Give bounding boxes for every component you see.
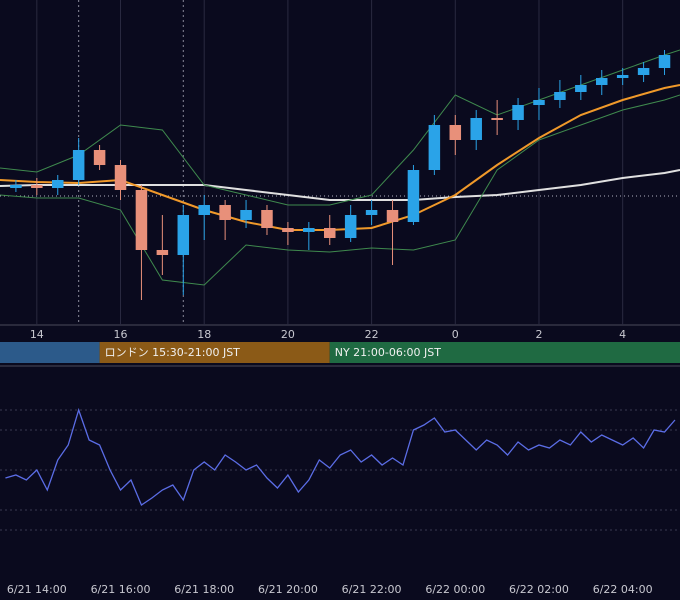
x-tick-label: 6/22 02:00 [509,583,569,596]
session-band [0,342,100,363]
x-tick-label: 6/21 18:00 [174,583,234,596]
indicator-line [0,94,680,286]
candle-body [135,190,148,250]
candle-body [407,170,420,222]
candle-body [616,75,629,78]
x-tick-label: 20 [281,328,295,341]
x-tick-label: 14 [30,328,44,341]
x-tick-label: 0 [452,328,459,341]
session-band [329,342,680,363]
x-tick-label: 4 [619,328,626,341]
candle-body [365,210,378,215]
candle-body [512,105,524,120]
candle-body [595,78,608,85]
indicator-line [0,49,680,206]
candle-body [386,210,399,222]
x-tick-label: 6/21 22:00 [342,583,402,596]
candle-body [637,68,650,75]
candle-body [114,165,127,190]
candle-body [658,55,671,68]
candle-body [31,185,43,188]
candle-body [93,150,106,165]
candle-body [240,210,252,220]
session-band [99,342,330,363]
candle-body [470,118,482,140]
x-tick-label: 22 [365,328,379,341]
candle-body [219,205,231,220]
candle-body [533,100,545,105]
x-tick-label: 2 [535,328,542,341]
candle-body [303,228,315,232]
candle-body [10,185,22,188]
candle-body [177,215,190,255]
candle-body [323,228,336,238]
candle-body [575,85,587,92]
candle-body [198,205,210,215]
session-label: ロンドン 15:30-21:00 JST [105,346,241,359]
x-tick-label: 6/21 14:00 [7,583,67,596]
x-tick-label: 6/22 04:00 [593,583,653,596]
oscillator-line [5,407,676,506]
candle-body [282,228,294,232]
candle-body [261,210,273,228]
x-tick-label: 18 [197,328,211,341]
session-label: NY 21:00-06:00 JST [335,346,442,359]
candle-body [344,215,357,238]
x-tick-label: 6/21 20:00 [258,583,318,596]
candle-body [51,180,64,188]
candle-body [491,118,503,120]
candle-body [554,92,566,100]
candle-body [428,125,441,170]
x-tick-label: 6/21 16:00 [91,583,151,596]
candle-body [72,150,85,180]
x-tick-label: 16 [114,328,128,341]
x-tick-label: 6/22 00:00 [425,583,485,596]
candle-body [449,125,462,140]
candle-body [156,250,169,255]
